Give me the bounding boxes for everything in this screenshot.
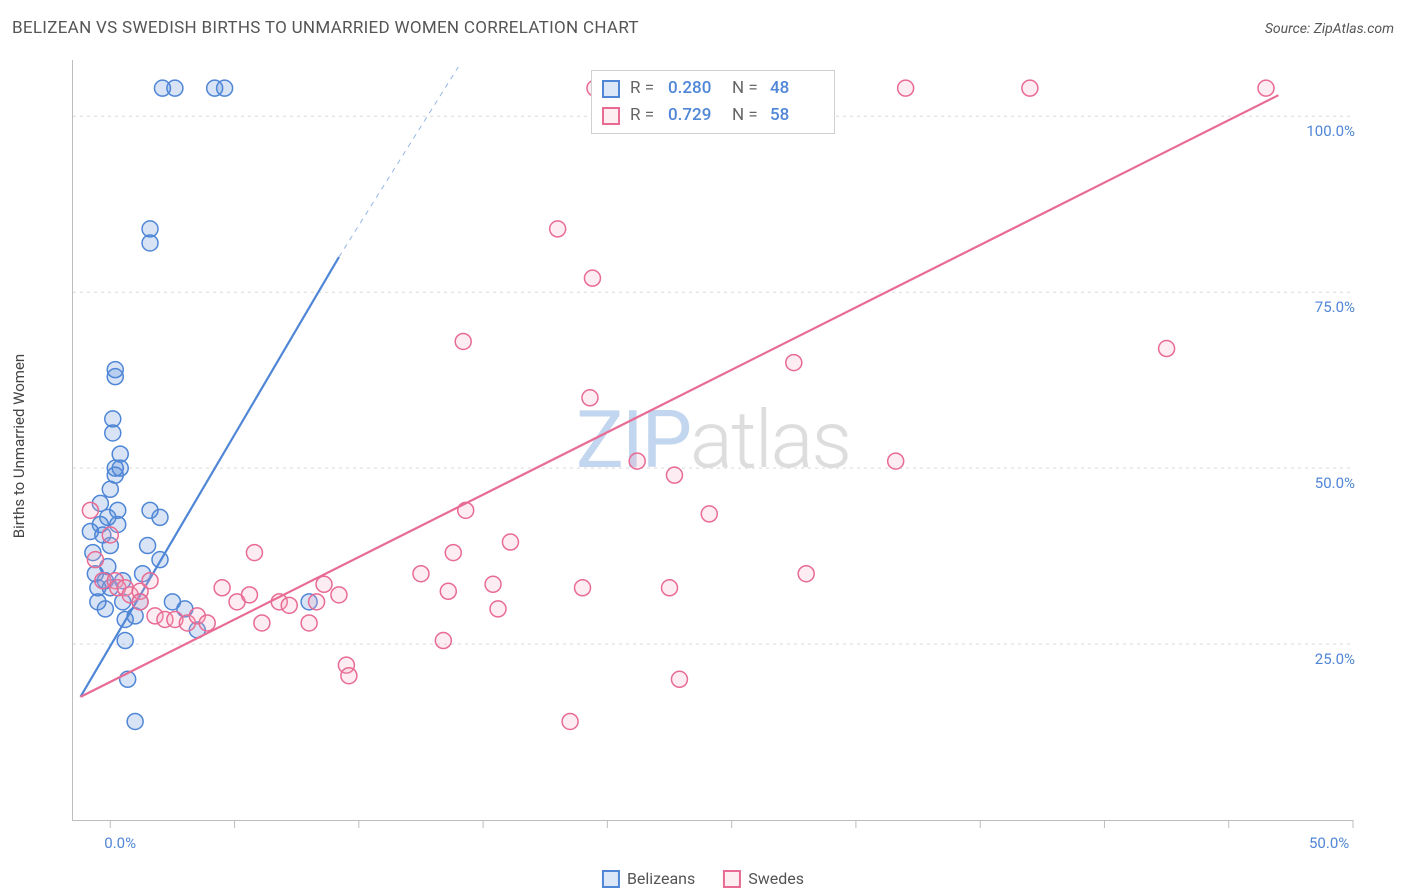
belizeans-point: [140, 538, 156, 554]
swedes-point: [440, 583, 456, 599]
swedes-point: [662, 580, 678, 596]
swedes-point: [199, 615, 215, 631]
swedes-point: [102, 527, 118, 543]
belizeans-point: [152, 509, 168, 525]
legend-row-swedes: R = 0.729 N = 58: [602, 102, 824, 129]
swedes-point: [413, 566, 429, 582]
belizeans-trendline-dash: [339, 67, 458, 257]
swedes-point: [309, 594, 325, 610]
swedes-point: [1258, 80, 1274, 96]
swedes-point: [582, 390, 598, 406]
swedes-point: [445, 545, 461, 561]
legend-bottom-belizeans: Belizeans: [602, 869, 695, 888]
belizeans-point: [105, 425, 121, 441]
swedes-point: [562, 713, 578, 729]
swedes-point: [502, 534, 518, 550]
swedes-point: [142, 573, 158, 589]
x-tick-label: 50.0%: [1309, 834, 1349, 852]
swedes-point: [671, 671, 687, 687]
y-axis-label: Births to Unmarried Women: [10, 354, 28, 538]
swedes-point: [1022, 80, 1038, 96]
swedes-point: [701, 506, 717, 522]
swedes-point: [254, 615, 270, 631]
chart-title: BELIZEAN VS SWEDISH BIRTHS TO UNMARRIED …: [12, 18, 639, 38]
belizeans-legend-label: Belizeans: [627, 869, 695, 888]
swedes-point: [798, 566, 814, 582]
swedes-point: [341, 668, 357, 684]
belizeans-point: [97, 601, 113, 617]
swedes-swatch: [602, 107, 620, 125]
belizeans-point: [217, 80, 233, 96]
swedes-point: [246, 545, 262, 561]
belizeans-n-value: 48: [770, 75, 824, 102]
swedes-point: [331, 587, 347, 603]
belizeans-swatch: [602, 80, 620, 98]
swedes-point: [888, 453, 904, 469]
belizeans-point: [112, 460, 128, 476]
plot-area: ZIPatlas 25.0%50.0%75.0%100.0%0.0%50.0%R…: [72, 60, 1353, 821]
swedes-point: [301, 615, 317, 631]
swedes-legend-label: Swedes: [748, 869, 804, 888]
source-label: Source: ZipAtlas.com: [1265, 21, 1394, 37]
swedes-n-value: 58: [770, 102, 824, 129]
belizeans-point: [142, 235, 158, 251]
belizeans-r-value: 0.280: [668, 75, 722, 102]
swedes-point: [584, 270, 600, 286]
swedes-point: [281, 597, 297, 613]
swedes-point: [241, 587, 257, 603]
n-label: N =: [732, 75, 760, 102]
belizeans-point: [127, 713, 143, 729]
swedes-point: [458, 502, 474, 518]
legend-row-belizeans: R = 0.280 N = 48: [602, 75, 824, 102]
x-tick-label: 0.0%: [104, 834, 136, 852]
swedes-point: [87, 552, 103, 568]
swedes-point: [316, 576, 332, 592]
belizeans-point: [167, 80, 183, 96]
legend-top: R = 0.280 N = 48 R = 0.729 N = 58: [591, 70, 835, 134]
swedes-point: [550, 221, 566, 237]
swedes-point: [214, 580, 230, 596]
swedes-point: [629, 453, 645, 469]
belizeans-point: [117, 633, 133, 649]
swedes-swatch: [723, 870, 741, 888]
swedes-point: [898, 80, 914, 96]
swedes-point: [1159, 341, 1175, 357]
swedes-point: [666, 467, 682, 483]
swedes-point: [435, 633, 451, 649]
r-label: R =: [630, 102, 658, 129]
swedes-point: [132, 594, 148, 610]
r-label: R =: [630, 75, 658, 102]
swedes-point: [485, 576, 501, 592]
swedes-point: [490, 601, 506, 617]
n-label: N =: [732, 102, 760, 129]
swedes-point: [82, 502, 98, 518]
legend-bottom-swedes: Swedes: [723, 869, 804, 888]
swedes-trendline: [80, 95, 1278, 697]
swedes-point: [455, 333, 471, 349]
swedes-point: [786, 355, 802, 371]
swedes-point: [575, 580, 591, 596]
belizeans-swatch: [602, 870, 620, 888]
legend-bottom: Belizeans Swedes: [602, 869, 804, 888]
swedes-r-value: 0.729: [668, 102, 722, 129]
belizeans-point: [107, 369, 123, 385]
